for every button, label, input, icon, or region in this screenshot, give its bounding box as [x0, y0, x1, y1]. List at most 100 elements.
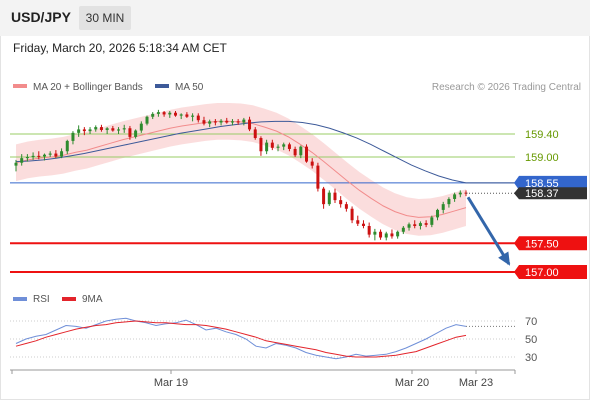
candle-body: [14, 162, 18, 166]
candle-body: [208, 121, 212, 124]
candle-body: [384, 233, 388, 238]
candle-body: [185, 114, 189, 117]
instrument-title: USD/JPY: [11, 9, 71, 25]
candle-body: [117, 129, 121, 131]
timeframe-badge[interactable]: 30 MIN: [79, 6, 131, 30]
candle-body: [219, 120, 223, 123]
candle-body: [145, 116, 149, 124]
candle-body: [134, 130, 138, 137]
candle-body: [128, 128, 132, 137]
candle-body: [270, 142, 274, 148]
candle-body: [390, 233, 394, 237]
candle-body: [225, 120, 229, 123]
ma50-legend-swatch: [155, 84, 169, 88]
level-tag-158.55: [514, 175, 587, 190]
header-bar: USD/JPY 30 MIN: [0, 0, 590, 36]
candle-body: [173, 112, 177, 116]
rsi-ma-line: [15, 320, 467, 358]
candle-body: [54, 153, 58, 157]
candle-body: [20, 158, 24, 163]
candle-body: [60, 151, 64, 157]
candle-body: [230, 121, 234, 123]
candle-body: [77, 129, 81, 133]
candle-body: [430, 217, 434, 225]
rsi-tick-50: 50: [525, 334, 537, 346]
candle-body: [111, 128, 115, 131]
candle-body: [88, 129, 92, 132]
candle-body: [48, 153, 52, 155]
candle-body: [42, 154, 46, 157]
candle-body: [310, 161, 314, 166]
candle-body: [305, 146, 309, 162]
level-label-159.40: 159.40: [525, 129, 559, 141]
candle-body: [299, 146, 303, 156]
candle-body: [333, 192, 337, 201]
candle-body: [316, 165, 320, 189]
candle-body: [322, 188, 326, 205]
candle-body: [441, 204, 445, 210]
last-price-tag: [514, 187, 587, 200]
ma20-line: [15, 120, 467, 218]
candle-body: [168, 112, 172, 115]
candle-body: [453, 194, 457, 199]
level-label-157.00: 157.00: [525, 267, 559, 279]
candle-body: [265, 142, 269, 152]
bollinger-band: [16, 102, 466, 236]
candle-body: [37, 155, 41, 157]
level-label-158.55: 158.55: [525, 178, 559, 190]
candle-body: [151, 113, 155, 117]
rsi-ma-legend-label: 9MA: [82, 294, 103, 305]
candle-body: [401, 227, 405, 232]
candle-body: [196, 115, 200, 121]
ma20-legend-swatch: [13, 84, 27, 88]
candle-body: [259, 138, 263, 152]
candle-body: [287, 144, 291, 149]
candle-body: [293, 148, 297, 156]
candle-body: [407, 224, 411, 228]
candle-body: [248, 119, 252, 130]
rsi-legend-swatch: [13, 297, 27, 301]
candle-body: [253, 129, 257, 139]
candle-body: [156, 112, 160, 114]
rsi-legend-label: RSI: [33, 294, 50, 305]
candle-body: [162, 112, 166, 115]
candle-body: [436, 209, 440, 218]
last-price-label: 158.37: [525, 188, 559, 200]
candle-body: [71, 132, 75, 141]
time-tick-label: Mar 19: [154, 377, 188, 389]
candle-body: [361, 223, 365, 226]
candle-body: [94, 127, 98, 130]
time-tick-label: Mar 20: [395, 377, 429, 389]
candle-body: [350, 208, 354, 221]
candle-body: [344, 204, 348, 209]
candle-body: [236, 121, 240, 123]
candle-body: [202, 120, 206, 124]
candle-body: [367, 226, 371, 235]
candle-body: [339, 200, 343, 205]
time-tick-label: Mar 23: [459, 377, 493, 389]
candle-body: [191, 115, 195, 117]
level-label-159.00: 159.00: [525, 152, 559, 164]
candle-body: [276, 146, 280, 148]
chart-credit: Research © 2026 Trading Central: [432, 82, 581, 93]
candle-body: [458, 192, 462, 195]
candle-body: [356, 220, 360, 224]
level-label-157.50: 157.50: [525, 238, 559, 250]
rsi-tick-70: 70: [525, 316, 537, 328]
ma20-legend-label: MA 20 + Bollinger Bands: [33, 82, 143, 93]
candle-body: [396, 231, 400, 237]
candle-body: [282, 144, 286, 147]
candle-body: [213, 121, 217, 123]
candle-body: [122, 128, 126, 130]
forecast-arrow-shaft: [466, 196, 511, 265]
level-tag-157.00: [514, 265, 587, 279]
candle-body: [139, 123, 143, 131]
candle-body: [65, 140, 69, 152]
candle-body: [373, 231, 377, 235]
ma50-line: [15, 120, 515, 184]
candle-body: [82, 129, 86, 132]
rsi-ma-legend-swatch: [62, 297, 76, 301]
candle-body: [447, 198, 451, 205]
candle-body: [31, 155, 35, 157]
